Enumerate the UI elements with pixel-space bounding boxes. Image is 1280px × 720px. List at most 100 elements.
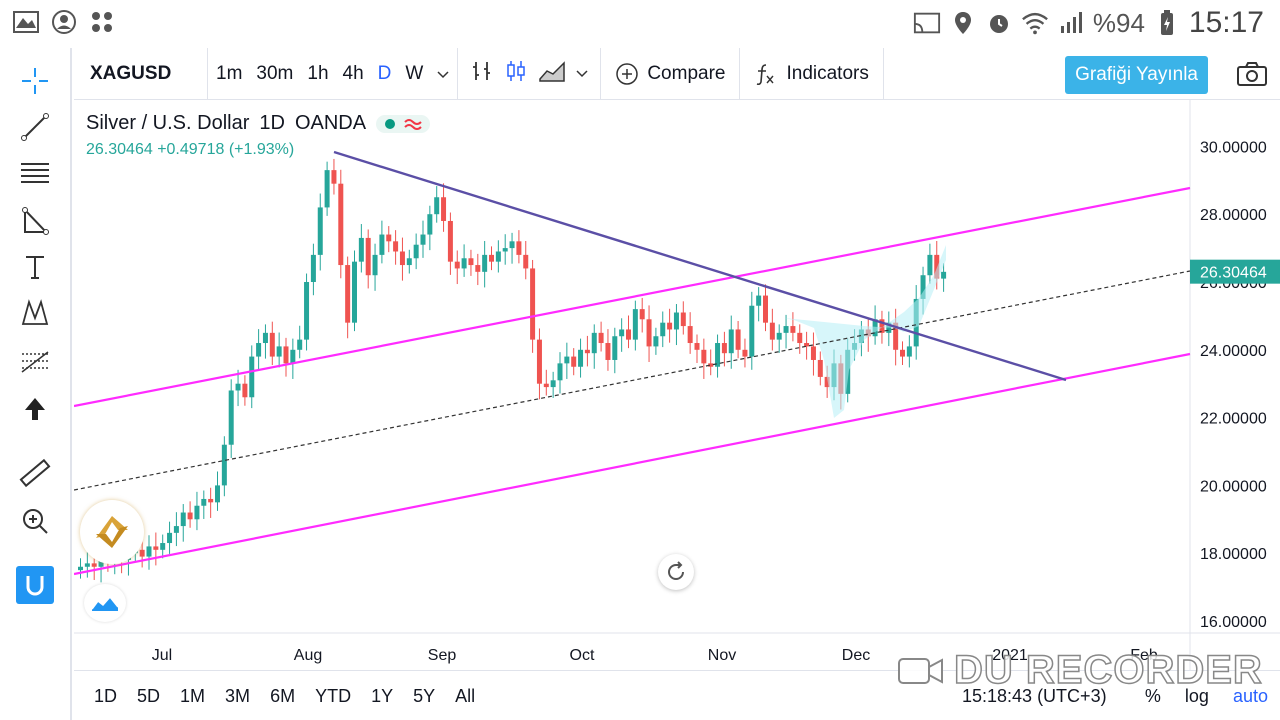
interval-1m[interactable]: 1m xyxy=(216,62,243,84)
candle-down xyxy=(516,241,522,255)
candle-down xyxy=(91,563,97,567)
candle-up xyxy=(160,543,166,550)
candle-up xyxy=(173,526,179,533)
candle-down xyxy=(708,363,714,367)
candle-up xyxy=(756,295,762,306)
candle-down xyxy=(797,332,803,344)
last-price-label: 26.30464 xyxy=(1200,265,1267,282)
candle-up xyxy=(221,444,227,486)
interval-w[interactable]: W xyxy=(405,62,424,84)
pitchfork-icon[interactable] xyxy=(16,154,54,192)
range-all[interactable]: All xyxy=(455,686,476,706)
candle-down xyxy=(571,356,577,367)
area-chart-icon[interactable] xyxy=(538,59,566,88)
candle-down xyxy=(489,254,494,262)
candle-up xyxy=(482,254,488,272)
legend-source: OANDA xyxy=(294,112,367,134)
timezone-clock[interactable]: 15:18:43 (UTC+3) xyxy=(962,686,1107,706)
price-change-percent: (+1.93%) xyxy=(228,141,295,158)
percent-scale-toggle[interactable]: % xyxy=(1144,686,1161,706)
candle-up xyxy=(262,332,268,344)
arrow-up-icon[interactable] xyxy=(16,390,54,428)
candle-up xyxy=(317,207,323,255)
x-tick-label: Sep xyxy=(428,647,457,664)
fx-icon xyxy=(757,63,775,85)
x-tick-label: Aug xyxy=(294,647,322,664)
range-1d[interactable]: 1D xyxy=(94,686,118,706)
trend-line-icon[interactable] xyxy=(16,108,54,146)
candle-up xyxy=(98,559,104,567)
indicators-button[interactable]: Indicators xyxy=(740,48,884,99)
candle-down xyxy=(139,549,145,557)
candle-up xyxy=(564,356,570,364)
gann-icon[interactable] xyxy=(16,342,54,380)
candle-up xyxy=(749,305,755,357)
candle-down xyxy=(475,265,481,272)
log-scale-toggle[interactable]: log xyxy=(1184,686,1209,706)
location-icon xyxy=(949,9,977,37)
bars-icon[interactable] xyxy=(470,59,494,88)
market-status-pill[interactable] xyxy=(376,114,431,133)
chevron-down-icon[interactable] xyxy=(437,63,449,85)
instrument-name: Silver / U.S. Dollar xyxy=(86,112,250,134)
candles-icon[interactable] xyxy=(504,59,528,88)
zoom-icon[interactable] xyxy=(16,502,54,540)
candle-up xyxy=(228,390,234,445)
range-ytd[interactable]: YTD xyxy=(315,686,352,706)
y-tick-label: 18.00000 xyxy=(1200,546,1267,563)
candle-down xyxy=(399,251,405,266)
price-chart[interactable]: 30.0000028.0000026.0000024.0000022.00000… xyxy=(73,100,1280,670)
range-5y[interactable]: 5Y xyxy=(413,686,436,706)
candle-up xyxy=(352,261,357,323)
candle-up xyxy=(304,282,310,340)
candle-down xyxy=(900,349,905,357)
range-6m[interactable]: 6M xyxy=(270,686,296,706)
range-1m[interactable]: 1M xyxy=(180,686,206,706)
camera-icon[interactable] xyxy=(1236,60,1268,88)
candle-up xyxy=(715,343,721,367)
xabcd-icon[interactable] xyxy=(16,294,54,332)
bottom-toolbar: 1D 5D 1M 3M 6M YTD 1Y 5Y All 15:18:43 (U… xyxy=(74,670,1280,720)
text-icon[interactable] xyxy=(16,248,54,286)
candle-up xyxy=(557,363,563,381)
auto-scale-toggle[interactable]: auto xyxy=(1232,686,1268,706)
battery-percent: %94 xyxy=(1092,7,1145,38)
candle-down xyxy=(447,220,453,262)
candle-down xyxy=(680,312,686,327)
crosshair-icon[interactable] xyxy=(16,62,54,100)
symbol-search[interactable]: XAGUSD xyxy=(74,48,208,99)
tradingview-logo-icon[interactable] xyxy=(84,584,126,622)
candle-up xyxy=(612,336,618,360)
compare-label: Compare xyxy=(647,62,726,84)
interval-30m[interactable]: 30m xyxy=(256,62,294,84)
candle-up xyxy=(632,309,638,340)
chevron-down-icon[interactable] xyxy=(576,65,588,83)
candle-down xyxy=(626,329,631,340)
interval-1h[interactable]: 1h xyxy=(307,62,329,84)
candle-down xyxy=(454,261,460,269)
ruler-icon[interactable] xyxy=(16,454,54,492)
range-5d[interactable]: 5D xyxy=(137,686,161,706)
magnet-icon[interactable] xyxy=(16,566,54,604)
range-1y[interactable]: 1Y xyxy=(371,686,394,706)
compare-button[interactable]: Compare xyxy=(601,48,741,99)
candle-up xyxy=(906,346,912,357)
candle-down xyxy=(824,376,830,388)
y-tick-label: 22.00000 xyxy=(1200,411,1267,428)
y-tick-label: 24.00000 xyxy=(1200,343,1267,360)
candle-down xyxy=(598,332,604,344)
chart-type-selector xyxy=(458,48,602,99)
wave-icon xyxy=(404,118,422,130)
pattern-icon[interactable] xyxy=(16,202,54,240)
candle-down xyxy=(742,349,748,357)
reset-chart-button[interactable] xyxy=(658,554,694,590)
range-3m[interactable]: 3M xyxy=(225,686,251,706)
y-tick-label: 30.00000 xyxy=(1200,139,1267,156)
android-status-bar: %94 15:17 xyxy=(0,0,1280,48)
chart-pane[interactable]: 30.0000028.0000026.0000024.0000022.00000… xyxy=(73,100,1280,670)
brand-logo xyxy=(80,500,144,564)
publish-button[interactable]: Grafiği Yayınla xyxy=(1065,56,1208,94)
candle-down xyxy=(283,346,289,364)
interval-d[interactable]: D xyxy=(377,62,392,84)
interval-4h[interactable]: 4h xyxy=(342,62,364,84)
